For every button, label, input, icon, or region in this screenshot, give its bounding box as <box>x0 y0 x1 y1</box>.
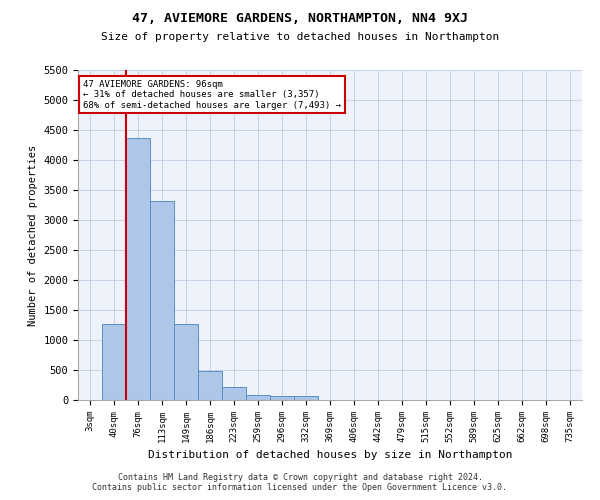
Bar <box>126 138 150 400</box>
X-axis label: Distribution of detached houses by size in Northampton: Distribution of detached houses by size … <box>148 450 512 460</box>
Bar <box>198 370 222 400</box>
Bar <box>150 202 174 400</box>
Bar <box>270 396 294 400</box>
Bar <box>222 387 246 400</box>
Bar <box>102 324 126 400</box>
Y-axis label: Number of detached properties: Number of detached properties <box>28 144 38 326</box>
Text: Contains HM Land Registry data © Crown copyright and database right 2024.
Contai: Contains HM Land Registry data © Crown c… <box>92 473 508 492</box>
Bar <box>294 396 318 400</box>
Text: 47 AVIEMORE GARDENS: 96sqm
← 31% of detached houses are smaller (3,357)
68% of s: 47 AVIEMORE GARDENS: 96sqm ← 31% of deta… <box>83 80 341 110</box>
Bar <box>246 394 270 400</box>
Text: Size of property relative to detached houses in Northampton: Size of property relative to detached ho… <box>101 32 499 42</box>
Bar <box>174 324 198 400</box>
Text: 47, AVIEMORE GARDENS, NORTHAMPTON, NN4 9XJ: 47, AVIEMORE GARDENS, NORTHAMPTON, NN4 9… <box>132 12 468 26</box>
